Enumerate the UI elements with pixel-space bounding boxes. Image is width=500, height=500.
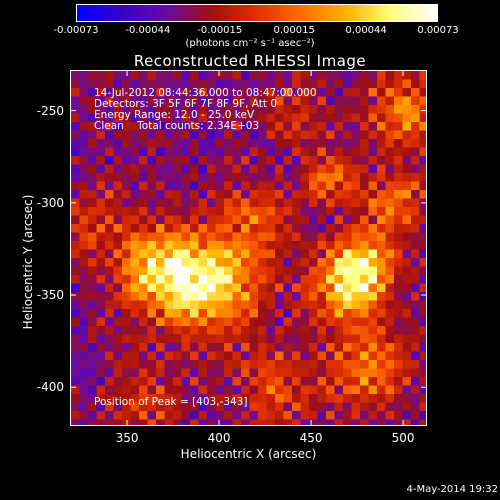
image-pixels xyxy=(71,71,426,425)
info-peak-position: Position of Peak = [403,-343] xyxy=(94,396,248,408)
info-detectors: Detectors: 3F 5F 6F 7F 8F 9F, Att 0 xyxy=(94,98,278,110)
plot-title: Reconstructed RHESSI Image xyxy=(133,52,367,70)
y-tick-label: -300 xyxy=(36,195,64,210)
colorbar-unit-label: (photons cm⁻² s⁻¹ asec⁻²) xyxy=(185,38,315,49)
y-tick-label: -350 xyxy=(36,288,64,303)
x-tick-label: 400 xyxy=(207,431,231,445)
x-tick-label: 450 xyxy=(299,431,323,445)
info-clean-counts: Clean Total counts: 2.34E+03 xyxy=(94,120,260,132)
colorbar-tick-label: -0.00015 xyxy=(197,25,243,36)
x-tick-label: 350 xyxy=(115,431,139,445)
y-tick-label: -400 xyxy=(36,380,64,395)
x-axis-label: Heliocentric X (arcsec) xyxy=(180,447,317,461)
colorbar-tick-label: -0.00044 xyxy=(125,25,171,36)
colorbar-tick-label: -0.00073 xyxy=(53,25,99,36)
rhessi-image xyxy=(70,70,427,426)
colorbar xyxy=(76,4,438,22)
colorbar-tick-label: 0.00044 xyxy=(345,25,387,36)
info-energy-range: Energy Range: 12.0 - 25.0 keV xyxy=(94,109,255,121)
y-tick-label: -250 xyxy=(36,103,64,118)
y-axis-label: Heliocentric Y (arcsec) xyxy=(21,194,35,330)
footer-date: 4-May-2014 19:32 xyxy=(406,484,498,495)
colorbar-tick-label: 0.00015 xyxy=(273,25,315,36)
colorbar-tick-label: 0.00073 xyxy=(417,25,459,36)
info-time-range: 14-Jul-2012 08:44:36.000 to 08:47:00.000 xyxy=(94,87,317,99)
x-tick-label: 500 xyxy=(391,431,415,445)
